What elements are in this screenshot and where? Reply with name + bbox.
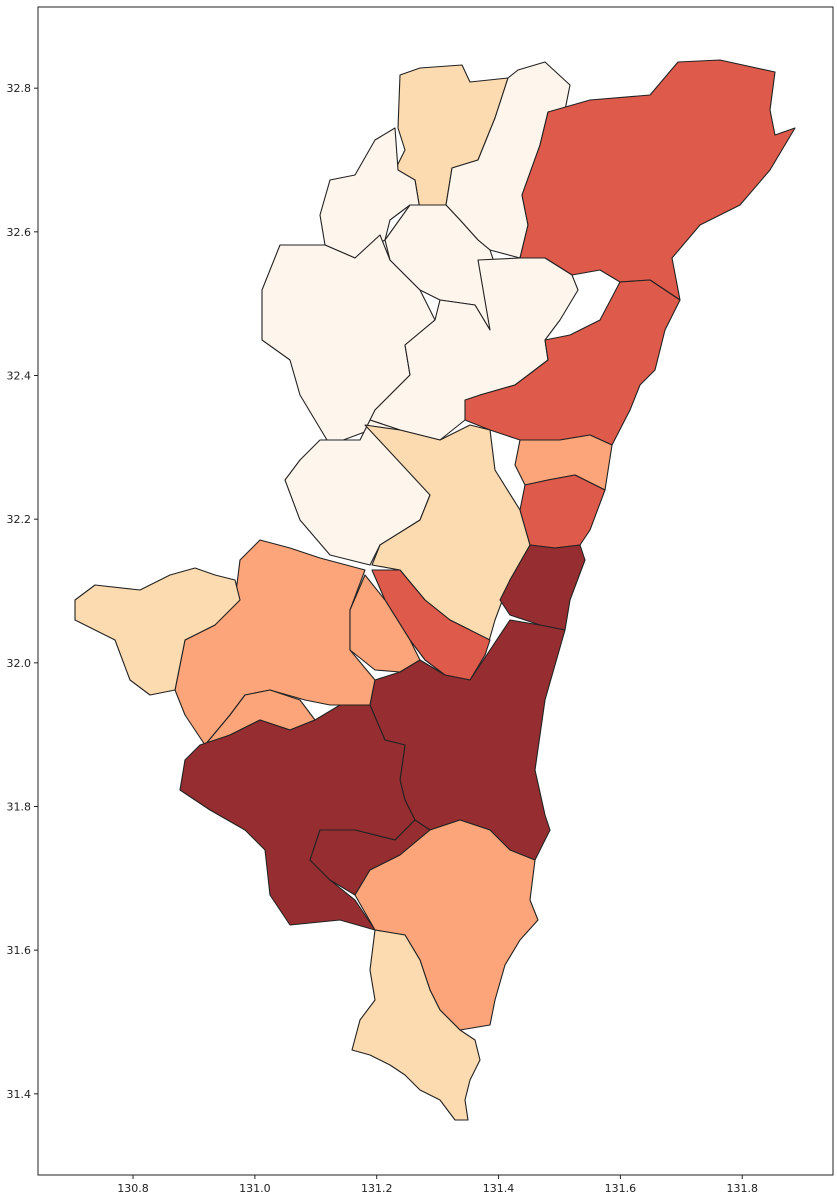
y-tick-label: 31.4 bbox=[7, 1088, 32, 1101]
y-tick-label: 32.8 bbox=[7, 82, 32, 95]
y-tick-label: 32.0 bbox=[7, 657, 32, 670]
region bbox=[74, 567, 241, 696]
x-tick-label: 131.4 bbox=[483, 1182, 515, 1195]
x-tick-label: 131.8 bbox=[726, 1182, 758, 1195]
y-tick-label: 31.8 bbox=[7, 800, 32, 813]
region bbox=[364, 424, 531, 656]
x-tick-label: 130.8 bbox=[117, 1182, 149, 1195]
region bbox=[351, 929, 481, 1121]
x-tick-label: 131.6 bbox=[605, 1182, 637, 1195]
y-tick-label: 32.2 bbox=[7, 513, 32, 526]
region bbox=[369, 257, 579, 441]
regions bbox=[74, 59, 796, 1121]
y-tick-label: 32.6 bbox=[7, 226, 32, 239]
x-tick-label: 131.2 bbox=[361, 1182, 393, 1195]
region bbox=[519, 59, 796, 301]
y-tick-label: 31.6 bbox=[7, 944, 32, 957]
y-tick-label: 32.4 bbox=[7, 370, 32, 383]
x-tick-label: 131.0 bbox=[239, 1182, 271, 1195]
region bbox=[519, 474, 606, 549]
plot-frame bbox=[37, 6, 834, 1176]
region bbox=[445, 61, 571, 259]
